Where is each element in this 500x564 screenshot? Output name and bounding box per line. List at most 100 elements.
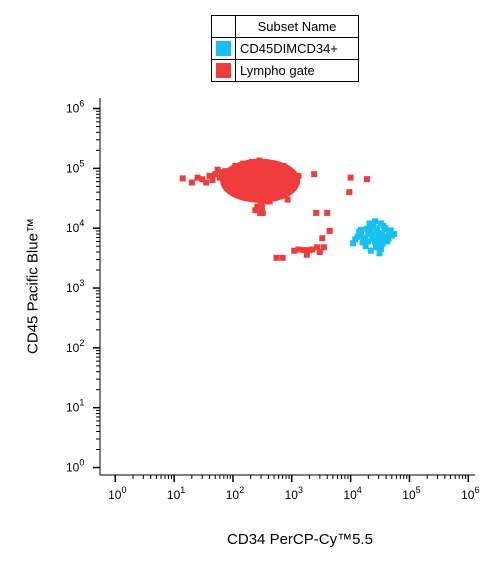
data-point xyxy=(281,185,288,192)
data-point xyxy=(275,165,282,172)
data-point xyxy=(258,204,265,211)
data-point xyxy=(374,235,381,242)
data-point xyxy=(280,162,287,169)
data-point xyxy=(232,162,239,169)
data-point xyxy=(286,184,293,191)
data-point xyxy=(224,180,231,187)
y-tick-label: 103 xyxy=(66,278,84,295)
data-point xyxy=(300,247,307,254)
data-point xyxy=(364,225,371,232)
data-point xyxy=(212,171,219,178)
data-point xyxy=(366,220,373,227)
data-point xyxy=(256,186,263,193)
data-point xyxy=(361,237,368,244)
data-point xyxy=(275,179,282,186)
data-point xyxy=(357,232,364,239)
data-point xyxy=(275,190,282,197)
data-point xyxy=(258,178,265,185)
data-point xyxy=(241,184,248,191)
data-point xyxy=(265,189,272,196)
data-point xyxy=(273,168,280,175)
x-tick-label: 104 xyxy=(343,485,361,502)
data-point xyxy=(238,167,245,174)
data-point xyxy=(279,189,286,196)
data-point xyxy=(350,240,357,247)
data-point xyxy=(264,175,271,182)
data-point xyxy=(319,235,326,242)
data-point xyxy=(206,172,213,179)
data-point xyxy=(364,176,371,183)
series-cd45dimcd34 xyxy=(350,218,398,257)
data-point xyxy=(362,234,369,241)
data-point xyxy=(273,254,280,261)
data-point xyxy=(291,174,298,181)
data-point xyxy=(271,194,278,201)
data-point xyxy=(288,169,295,176)
data-point xyxy=(272,162,279,169)
data-point xyxy=(246,173,253,180)
data-point xyxy=(256,157,263,164)
data-point xyxy=(367,247,374,254)
data-point xyxy=(262,198,269,205)
data-point xyxy=(381,233,388,240)
legend-swatch-lympho-gate xyxy=(216,63,231,78)
data-point xyxy=(308,246,315,253)
data-point xyxy=(228,183,235,190)
data-point xyxy=(375,242,382,249)
data-point xyxy=(382,225,389,232)
data-point xyxy=(286,178,293,185)
data-point xyxy=(216,174,223,181)
data-point xyxy=(273,176,280,183)
x-tick-label: 102 xyxy=(226,485,244,502)
data-point xyxy=(266,198,273,205)
data-point xyxy=(260,190,267,197)
data-point xyxy=(250,182,257,189)
data-point xyxy=(379,240,386,247)
data-point xyxy=(244,179,251,186)
data-point xyxy=(264,170,271,177)
data-point xyxy=(347,174,354,181)
y-tick-label: 101 xyxy=(66,398,84,415)
data-point xyxy=(283,173,290,180)
y-tick-label: 100 xyxy=(66,458,84,475)
data-point xyxy=(258,182,265,189)
legend-item-cd45dimcd34: CD45DIMCD34+ xyxy=(212,37,358,59)
data-point xyxy=(254,176,261,183)
data-point xyxy=(284,196,291,203)
x-tick-label: 103 xyxy=(285,485,303,502)
series-lympho-gate xyxy=(179,157,371,261)
data-point xyxy=(346,189,353,196)
axis-tick-labels: 100 101 102 103 104 105 106 100 101 102 103 104 105 1… xyxy=(66,99,479,502)
data-point xyxy=(376,250,383,257)
data-point xyxy=(314,244,321,251)
data-point xyxy=(265,161,272,168)
data-point xyxy=(240,160,247,167)
y-tick-label: 106 xyxy=(66,99,84,116)
data-point xyxy=(368,231,375,238)
data-point xyxy=(240,174,247,181)
data-point xyxy=(259,209,266,216)
data-point xyxy=(260,159,267,166)
x-tick-label: 100 xyxy=(108,485,126,502)
data-point xyxy=(251,166,258,173)
data-point xyxy=(267,176,274,183)
data-point xyxy=(243,190,250,197)
data-point xyxy=(260,186,267,193)
data-point xyxy=(311,171,318,178)
data-point xyxy=(387,227,394,234)
data-point xyxy=(234,172,241,179)
data-point xyxy=(220,177,227,184)
data-point xyxy=(365,230,372,237)
data-point xyxy=(362,243,369,250)
data-point xyxy=(248,158,255,165)
data-point xyxy=(316,249,323,256)
data-point xyxy=(278,181,285,188)
data-point xyxy=(295,246,302,253)
data-point xyxy=(254,165,261,172)
legend-header-blank-cell xyxy=(212,16,236,37)
data-point xyxy=(378,230,385,237)
data-point xyxy=(391,230,398,237)
data-point xyxy=(222,168,229,175)
x-tick-label: 105 xyxy=(402,485,420,502)
data-point xyxy=(188,179,195,186)
